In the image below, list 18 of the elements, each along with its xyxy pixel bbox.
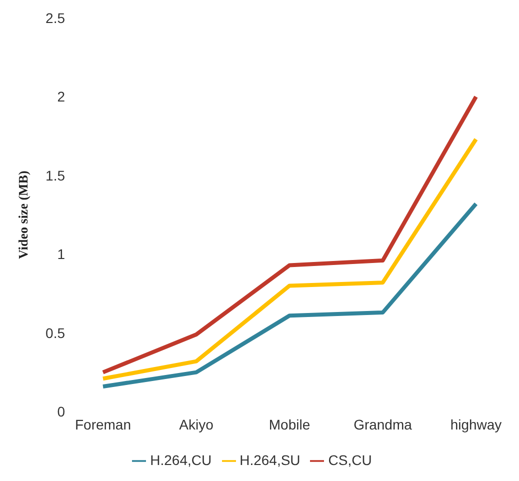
y-tick-label: 1.5	[46, 167, 66, 184]
x-tick-label: Foreman	[74, 416, 132, 433]
legend-label: H.264,SU	[240, 452, 300, 468]
y-tick-label: 0	[57, 404, 66, 420]
x-tick-label: Akiyo	[179, 416, 214, 433]
y-tick-label: 2.5	[46, 10, 66, 26]
x-tick-label: Mobile	[268, 416, 310, 433]
x-tick-label: highway	[450, 416, 502, 433]
x-tick-label: Grandma	[354, 416, 412, 433]
line-series	[101, 202, 478, 389]
y-axis-title: Video size (MB)	[16, 170, 31, 260]
line-series	[101, 94, 478, 374]
line-series	[101, 137, 478, 381]
y-tick-label: 2	[57, 88, 66, 105]
y-tick-label: 1	[57, 246, 66, 262]
y-tick-label: 0.5	[46, 324, 66, 341]
legend-label: CS,CU	[328, 452, 372, 468]
legend-label: H.264,CU	[150, 452, 212, 468]
